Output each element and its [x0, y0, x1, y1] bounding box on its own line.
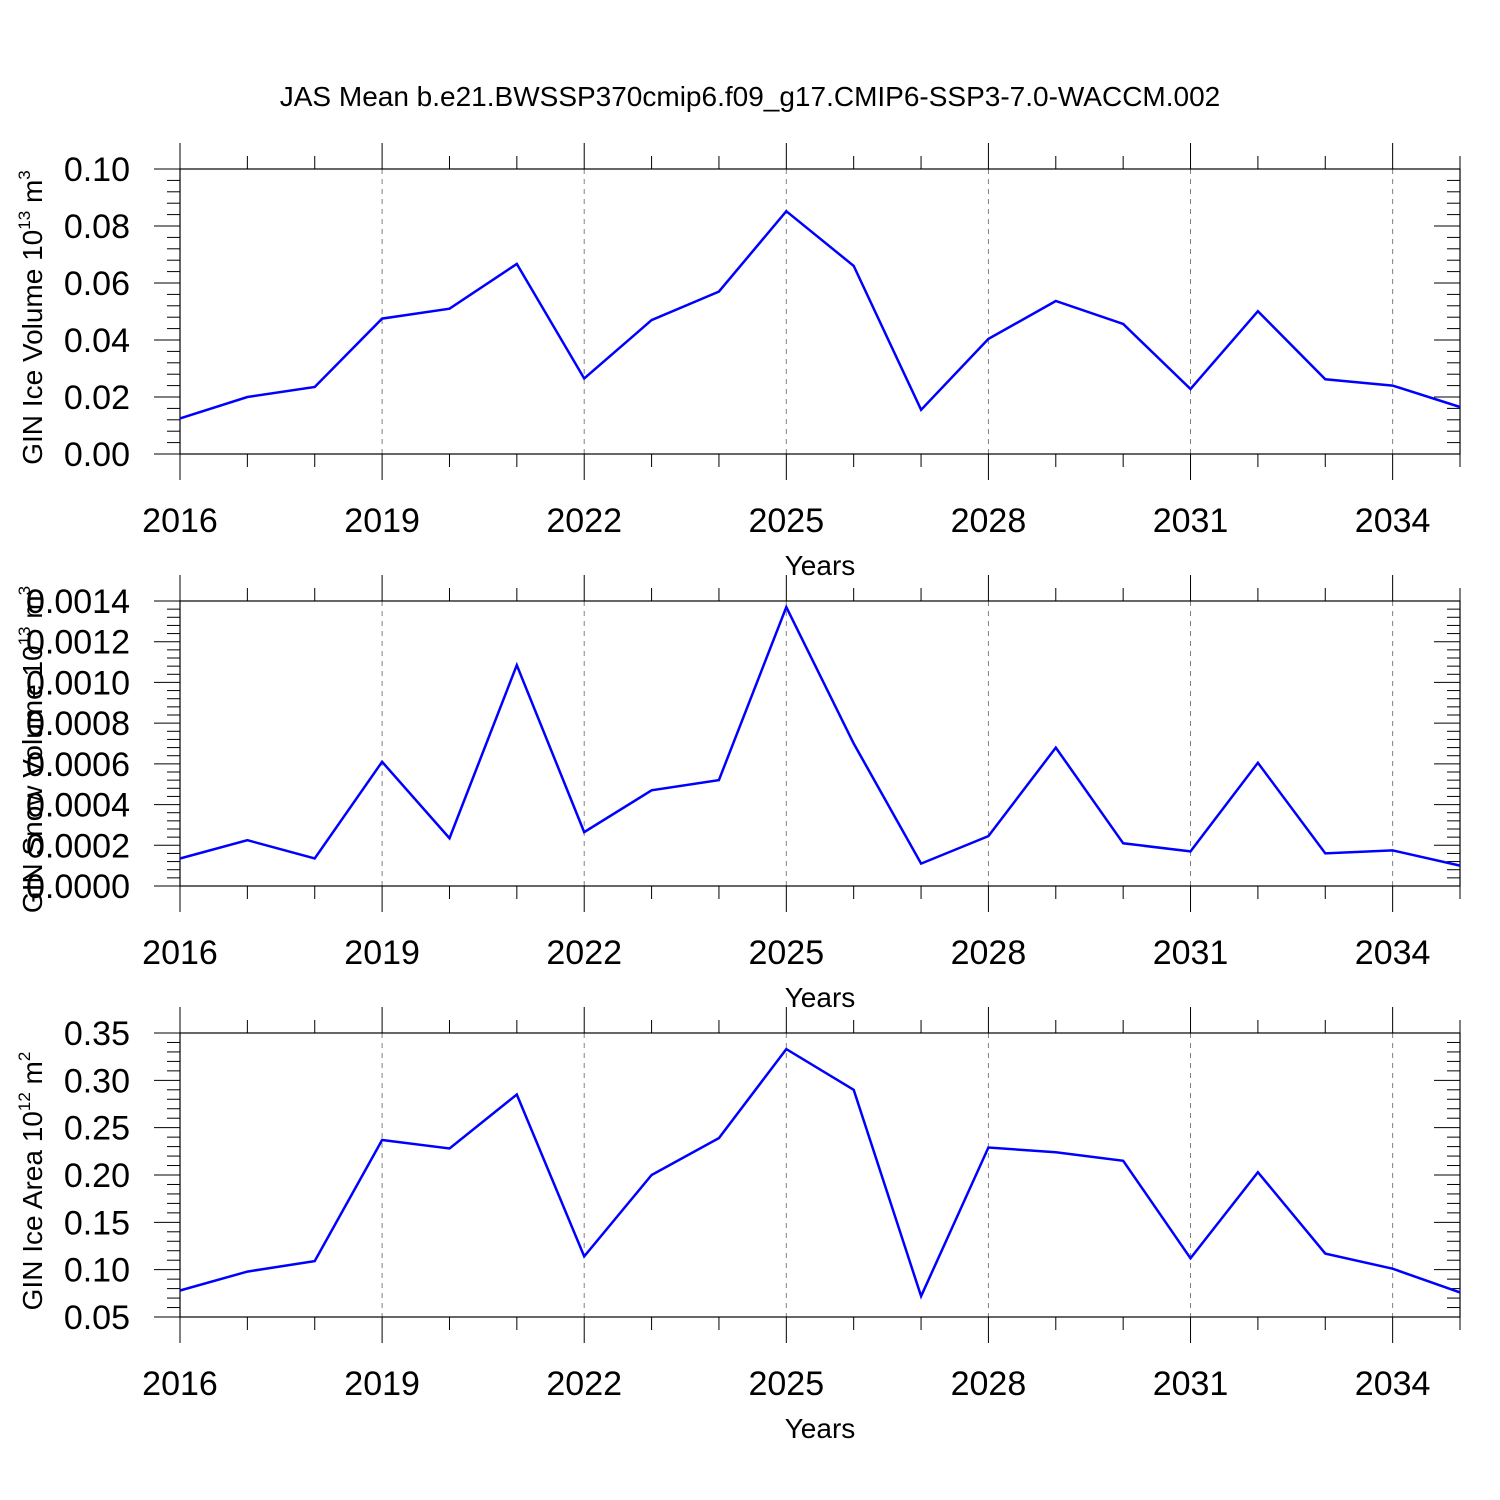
x-tick-label: 2016 — [142, 502, 218, 540]
x-tick-label: 2028 — [951, 1365, 1027, 1403]
y-axis-label: GIN Snow Volume 1013 m3 — [15, 586, 48, 913]
x-axis-label: Years — [785, 1413, 856, 1444]
x-tick-label: 2028 — [951, 502, 1027, 540]
y-tick-label: 0.20 — [64, 1157, 130, 1195]
x-tick-label: 2022 — [546, 934, 622, 972]
y-tick-label: 0.0006 — [26, 746, 130, 784]
y-tick-label: 0.10 — [64, 151, 130, 189]
y-tick-label: 0.0000 — [26, 868, 130, 906]
x-tick-label: 2031 — [1153, 934, 1229, 972]
plot-frame — [179, 1032, 1461, 1318]
x-tick-label: 2019 — [344, 934, 420, 972]
series-line — [179, 209, 1461, 420]
chart-title: JAS Mean b.e21.BWSSP370cmip6.f09_g17.CMI… — [280, 81, 1221, 112]
y-tick-label: 0.0010 — [26, 664, 130, 702]
y-tick-label: 0.30 — [64, 1062, 130, 1100]
x-tick-label: 2019 — [344, 502, 420, 540]
x-tick-label: 2025 — [748, 934, 824, 972]
x-tick-label: 2022 — [546, 1365, 622, 1403]
y-tick-label: 0.0004 — [26, 787, 130, 825]
y-axis-label: GIN Ice Volume 1013 m3 — [15, 170, 48, 465]
y-tick-label: 0.06 — [64, 265, 130, 303]
x-tick-label: 2022 — [546, 502, 622, 540]
y-tick-label: 0.10 — [64, 1252, 130, 1290]
y-tick-label: 0.05 — [64, 1299, 130, 1337]
plot-frame — [179, 600, 1461, 887]
series-line — [179, 604, 1461, 867]
panels: 2016 2019 2022 2025 2028 2031 2034 0.00 0.02 0.04… — [15, 143, 1461, 1444]
y-tick-label: 0.15 — [64, 1204, 130, 1242]
x-tick-label: 2031 — [1153, 1365, 1229, 1403]
y-tick-label: 0.00 — [64, 436, 130, 474]
y-tick-label: 0.25 — [64, 1110, 130, 1148]
y-tick-label: 0.08 — [64, 208, 130, 246]
y-tick-label: 0.04 — [64, 322, 130, 360]
x-tick-label: 2025 — [748, 1365, 824, 1403]
panel-2: 2016 2019 2022 2025 2028 2031 2034 0.00000.0002… — [15, 575, 1461, 1013]
y-tick-label: 0.0008 — [26, 705, 130, 743]
y-tick-label: 0.35 — [64, 1015, 130, 1053]
x-tick-label: 2028 — [951, 934, 1027, 972]
y-tick-label: 0.0014 — [26, 583, 130, 621]
x-tick-label: 2034 — [1355, 1365, 1431, 1403]
y-tick-label: 0.0002 — [26, 827, 130, 865]
series-line — [179, 1047, 1461, 1300]
x-axis-label: Years — [785, 982, 856, 1013]
y-axis-label: GIN Ice Area 1012 m2 — [15, 1052, 48, 1311]
panel-1: 2016 2019 2022 2025 2028 2031 2034 0.00 0.02 0.04… — [15, 143, 1461, 581]
x-tick-label: 2016 — [142, 934, 218, 972]
panel-3: 2016 2019 2022 2025 2028 2031 2034 0.05 0.10 0.15… — [15, 1007, 1461, 1444]
y-tick-label: 0.02 — [64, 379, 130, 417]
x-axis-label: Years — [785, 550, 856, 581]
x-tick-label: 2019 — [344, 1365, 420, 1403]
x-tick-label: 2034 — [1355, 502, 1431, 540]
x-tick-label: 2025 — [748, 502, 824, 540]
x-tick-label: 2031 — [1153, 502, 1229, 540]
x-tick-label: 2016 — [142, 1365, 218, 1403]
y-tick-label: 0.0012 — [26, 624, 130, 662]
x-tick-label: 2034 — [1355, 934, 1431, 972]
plot-frame — [179, 168, 1461, 455]
